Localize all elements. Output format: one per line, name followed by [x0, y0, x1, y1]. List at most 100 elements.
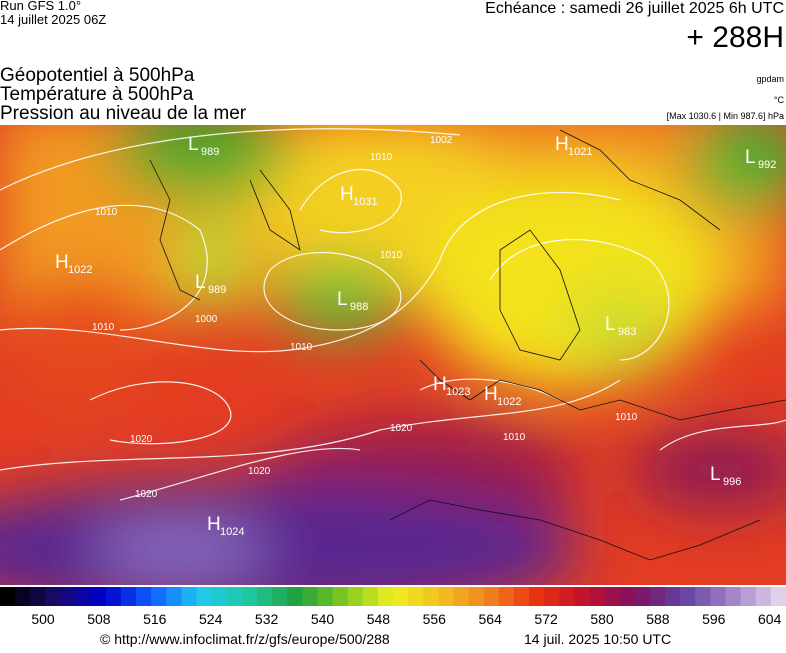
legend-swatch	[90, 587, 107, 606]
legend-swatch	[317, 587, 334, 606]
map	[0, 125, 786, 585]
center-letter: H	[433, 374, 447, 395]
isobar-label: 1020	[390, 423, 413, 434]
legend-swatch	[256, 587, 273, 606]
center-pressure: 992	[758, 159, 776, 171]
legend-swatch	[241, 587, 258, 606]
legend-swatch	[60, 587, 77, 606]
legend-tick: 564	[479, 611, 503, 627]
legend-tick: 500	[31, 611, 55, 627]
legend-swatch	[680, 587, 696, 606]
isobar-label: 1010	[370, 152, 393, 163]
layer: Géopotentiel à 500hPa	[0, 65, 195, 86]
layer: Pression au niveau de la mer	[0, 103, 247, 124]
legend-tick: 524	[199, 611, 223, 627]
legend-swatch	[423, 587, 439, 606]
legend-swatch	[619, 587, 636, 606]
source: © http://www.infoclimat.fr/z/gfs/europe/…	[100, 631, 390, 647]
legend-swatch	[226, 587, 243, 606]
center-pressure: 1023	[446, 386, 470, 398]
legend-swatch	[120, 587, 137, 606]
isobar-label: 1010	[95, 207, 118, 218]
legend-swatch	[589, 587, 606, 606]
legend-swatch	[408, 587, 424, 606]
center-letter: H	[207, 514, 221, 535]
legend-swatch	[393, 587, 409, 606]
legend-tick: 596	[702, 611, 726, 627]
center-letter: H	[340, 184, 354, 205]
center-pressure: 996	[723, 476, 741, 488]
legend-swatch	[377, 587, 394, 606]
lead-time: + 288H	[686, 21, 784, 54]
isobar-label: 1000	[195, 314, 218, 325]
legend-tick: 532	[255, 611, 279, 627]
legend-swatch	[438, 587, 454, 606]
legend-swatch	[15, 587, 31, 606]
legend-swatch	[604, 587, 621, 606]
legend-swatch	[287, 587, 303, 606]
isobar-label: 1020	[248, 466, 271, 477]
layer: Température à 500hPa	[0, 84, 194, 105]
center-letter: L	[710, 464, 721, 485]
legend-tick: 580	[590, 611, 614, 627]
unit: °C	[774, 95, 785, 105]
legend-swatch	[181, 587, 197, 606]
legend-swatch	[649, 587, 666, 606]
legend-tick: 548	[367, 611, 391, 627]
legend-tick: 508	[87, 611, 111, 627]
forecast: Echéance : samedi 26 juillet 2025 6h UTC	[485, 0, 784, 17]
legend-tick: 540	[311, 611, 335, 627]
legend-swatch	[468, 587, 485, 606]
legend-tick: 572	[534, 611, 558, 627]
legend-swatch	[634, 587, 651, 606]
center-pressure: 1021	[568, 146, 592, 158]
legend-swatch	[302, 587, 318, 606]
legend-swatch	[347, 587, 364, 606]
center-letter: H	[55, 252, 69, 273]
legend-swatch	[513, 587, 530, 606]
legend-tick: 604	[758, 611, 782, 627]
legend-swatch	[362, 587, 379, 606]
legend-tick: 516	[143, 611, 167, 627]
legend-swatch	[498, 587, 515, 606]
center-pressure: 988	[350, 301, 368, 313]
legend-swatch	[544, 587, 560, 606]
isobar-label: 1010	[503, 432, 526, 443]
legend-swatch	[695, 587, 711, 606]
isobar-label: 1020	[135, 489, 158, 500]
center-letter: L	[188, 134, 199, 155]
legend-swatch	[529, 587, 545, 606]
center-letter: L	[605, 314, 616, 335]
center-letter: H	[484, 384, 498, 405]
legend-tick: 556	[423, 611, 447, 627]
timestamp: 14 juil. 2025 10:50 UTC	[524, 631, 671, 647]
legend-swatch	[483, 587, 500, 606]
legend-swatch	[45, 587, 61, 606]
center-pressure: 1031	[353, 196, 377, 208]
legend-swatch	[574, 587, 590, 606]
legend-swatch	[755, 587, 772, 606]
center-pressure: 989	[208, 284, 226, 296]
center-pressure: 983	[618, 326, 636, 338]
legend-swatch	[725, 587, 742, 606]
legend-swatch	[136, 587, 152, 606]
legend-swatch	[151, 587, 167, 606]
isobar-label: 1010	[92, 322, 115, 333]
legend-swatch	[740, 587, 757, 606]
legend-swatch	[770, 587, 786, 606]
legend-swatch	[166, 587, 182, 606]
center-pressure: 1024	[220, 526, 244, 538]
center-pressure: 1022	[68, 264, 92, 276]
center-letter: L	[745, 147, 756, 168]
legend-swatch	[665, 587, 681, 606]
legend-swatch	[196, 587, 213, 606]
run: Run GFS 1.0°	[0, 0, 81, 13]
legend-tick: 588	[646, 611, 670, 627]
isobar-label: 1010	[380, 250, 403, 261]
center-letter: L	[195, 272, 206, 293]
legend-swatch	[211, 587, 228, 606]
unit: gpdam	[756, 74, 784, 84]
legend-swatch	[30, 587, 46, 606]
center-letter: L	[337, 289, 348, 310]
isobar-label: 1002	[430, 135, 453, 146]
